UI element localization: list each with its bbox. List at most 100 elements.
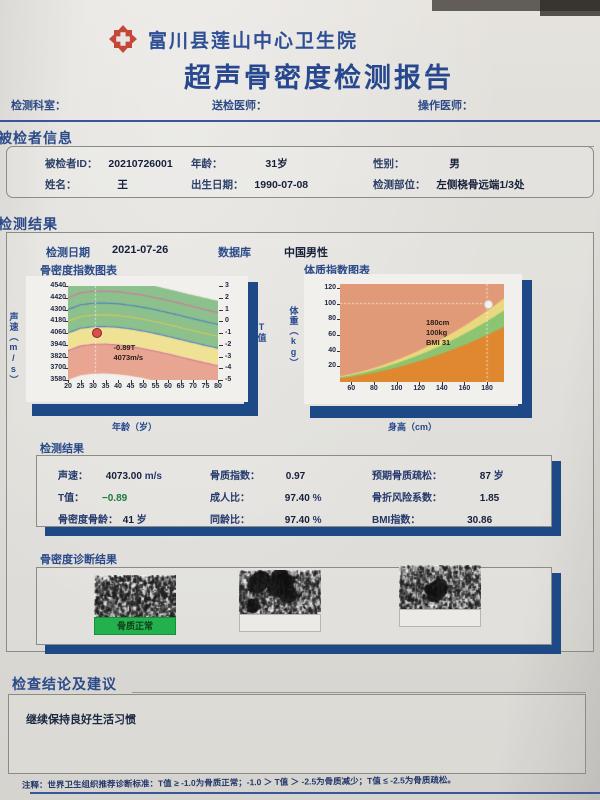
department-field[interactable]: 检测科室： bbox=[11, 97, 66, 113]
bmi-y-tick: 60 bbox=[328, 330, 336, 338]
bmd-x-tick: 35 bbox=[101, 383, 110, 390]
bmi-measurement-marker bbox=[483, 300, 493, 310]
result-table-shadow-right bbox=[552, 461, 561, 533]
bmd-y-tick: 3820 bbox=[50, 352, 66, 360]
bmd-x-tick-mark bbox=[68, 380, 69, 383]
bmi-x-tick: 160 bbox=[458, 385, 471, 392]
bmd-x-tick: 40 bbox=[114, 383, 122, 390]
bmi-y-tick: 120 bbox=[324, 283, 336, 291]
medical-cross-icon bbox=[108, 24, 138, 54]
bmd-y-tick: 4180 bbox=[50, 317, 66, 325]
patient-birth-row: 出生日期： 1990-07-08 bbox=[191, 177, 308, 192]
bmi-y-axis-title: 体重（kg） bbox=[288, 306, 299, 368]
bmi-chart-shadow-bottom bbox=[310, 406, 532, 418]
bmd-chart-shadow-bottom bbox=[32, 404, 258, 416]
result-cell-4: T值： −0.89 bbox=[58, 489, 127, 504]
report-title: 超声骨密度检测报告 bbox=[184, 63, 454, 93]
result-unit: 岁 bbox=[490, 471, 504, 482]
patient-site-row: 检测部位： 左侧桡骨远端1/3处 bbox=[373, 177, 525, 192]
patient-birth-value: 1990-07-08 bbox=[254, 179, 309, 191]
bmd-plot-area bbox=[68, 286, 218, 380]
operating-doctor-field[interactable]: 操作医师： bbox=[418, 97, 473, 113]
conclusion-box[interactable] bbox=[8, 694, 586, 774]
bmd-t-tick: 2 bbox=[225, 293, 229, 301]
patient-id-row: 被检者ID： 20210726001 bbox=[45, 156, 173, 171]
bmd-t-tick-mark bbox=[219, 286, 223, 287]
patient-age-value: 31岁 bbox=[265, 158, 288, 170]
bmd-y2-axis-title: T值 bbox=[256, 322, 267, 343]
hospital-branding: 富川县莲山中心卫生院 bbox=[108, 24, 358, 54]
bmd-x-axis-title: 年龄（岁） bbox=[112, 422, 158, 432]
hospital-name: 富川县莲山中心卫生院 bbox=[148, 30, 359, 52]
conclusion-text: 继续保持良好生活习惯 bbox=[26, 714, 136, 726]
bone-status-badge-2 bbox=[239, 614, 321, 632]
bmd-t-tick: -4 bbox=[225, 364, 232, 372]
bmi-y-tick: 40 bbox=[328, 346, 336, 354]
bmd-x-tick-mark bbox=[205, 380, 207, 383]
bmd-x-tick: 45 bbox=[126, 383, 135, 390]
bmd-chart-card: 3580 3700 3820 3940 4060 4180 4300 4420 4540 20 25… bbox=[26, 276, 248, 402]
bmd-y-tick-mark bbox=[65, 321, 68, 323]
result-value: 41 bbox=[120, 515, 134, 526]
result-value: 0.97 bbox=[283, 471, 306, 482]
result-key: 声速： bbox=[58, 471, 88, 482]
bmd-t-tick-mark bbox=[219, 297, 223, 299]
bmi-y-tick-mark bbox=[337, 303, 340, 305]
result-value: 4073.00 bbox=[103, 471, 142, 482]
bmi-y-tick: 100 bbox=[324, 299, 336, 307]
bmd-y-tick-mark bbox=[65, 297, 68, 299]
result-value: 30.86 bbox=[464, 515, 493, 526]
result-cell-1: 声速： 4073.00 m/s bbox=[58, 467, 162, 482]
diagnosis-section-title: 骨密度诊断结果 bbox=[40, 554, 117, 566]
database-value: 中国男性 bbox=[284, 247, 328, 259]
bmd-x-tick-mark bbox=[218, 380, 219, 383]
bmi-x-tick: 60 bbox=[347, 385, 356, 392]
result-unit: % bbox=[309, 493, 322, 504]
result-value: 87 bbox=[477, 471, 491, 482]
bmd-t-tick-mark bbox=[219, 309, 223, 311]
operating-doctor-label: 操作医师： bbox=[418, 100, 473, 112]
patient-gender-label: 性别： bbox=[373, 158, 405, 170]
bmd-x-tick: 25 bbox=[76, 383, 85, 390]
patient-gender-value: 男 bbox=[449, 158, 460, 170]
bmi-x-tick-mark bbox=[441, 382, 443, 385]
bmd-t-tick-mark bbox=[219, 368, 223, 370]
patient-section-title: 被检者信息 bbox=[0, 130, 73, 146]
bmd-marker-speed-label: 4073m/s bbox=[113, 352, 144, 362]
bmd-x-tick: 55 bbox=[151, 383, 160, 390]
patient-age-label: 年龄： bbox=[191, 158, 223, 170]
result-key: BMI指数： bbox=[372, 515, 421, 526]
result-unit: m/s bbox=[141, 471, 162, 482]
patient-age-row: 年龄： 31岁 bbox=[191, 156, 288, 171]
bmd-y-tick: 4300 bbox=[50, 305, 66, 313]
bone-texture-image-1 bbox=[94, 575, 176, 621]
bmd-x-tick-mark bbox=[180, 380, 182, 383]
result-cell-7: 骨密度骨龄： 41 岁 bbox=[58, 511, 147, 526]
result-key: 骨密度骨龄： bbox=[58, 515, 118, 526]
result-key: 骨质指数： bbox=[210, 471, 260, 482]
bmd-y-tick-mark bbox=[65, 368, 68, 370]
result-cell-3: 预期骨质疏松： 87 岁 bbox=[372, 467, 504, 482]
result-key: 骨折风险系数： bbox=[372, 493, 442, 504]
bmd-y-tick: 4540 bbox=[50, 282, 66, 289]
bmd-t-tick: 3 bbox=[225, 282, 229, 289]
bone-texture-image-3 bbox=[399, 565, 481, 611]
bmd-y-tick: 3700 bbox=[50, 364, 66, 372]
patient-id-value: 20210726001 bbox=[108, 158, 173, 170]
bmd-t-tick-mark bbox=[219, 356, 223, 358]
bmi-x-tick-mark bbox=[373, 382, 375, 385]
bone-texture-image-2 bbox=[239, 570, 321, 616]
referring-doctor-field[interactable]: 送检医师： bbox=[212, 97, 267, 113]
result-key: 预期骨质疏松： bbox=[372, 471, 442, 482]
bmi-x-tick: 180 bbox=[481, 385, 493, 392]
bmd-y-tick-mark bbox=[65, 380, 68, 381]
department-label: 检测科室： bbox=[11, 100, 66, 112]
result-value: 1.85 bbox=[477, 493, 500, 504]
bmd-t-tick: -3 bbox=[225, 352, 232, 360]
bmi-x-tick-mark bbox=[396, 382, 398, 385]
bmi-y-tick-mark bbox=[337, 350, 340, 352]
result-key: T值： bbox=[58, 493, 85, 504]
bmd-t-tick: -5 bbox=[225, 376, 232, 383]
bmd-x-tick-mark bbox=[143, 380, 144, 383]
bmi-canvas bbox=[340, 284, 504, 382]
